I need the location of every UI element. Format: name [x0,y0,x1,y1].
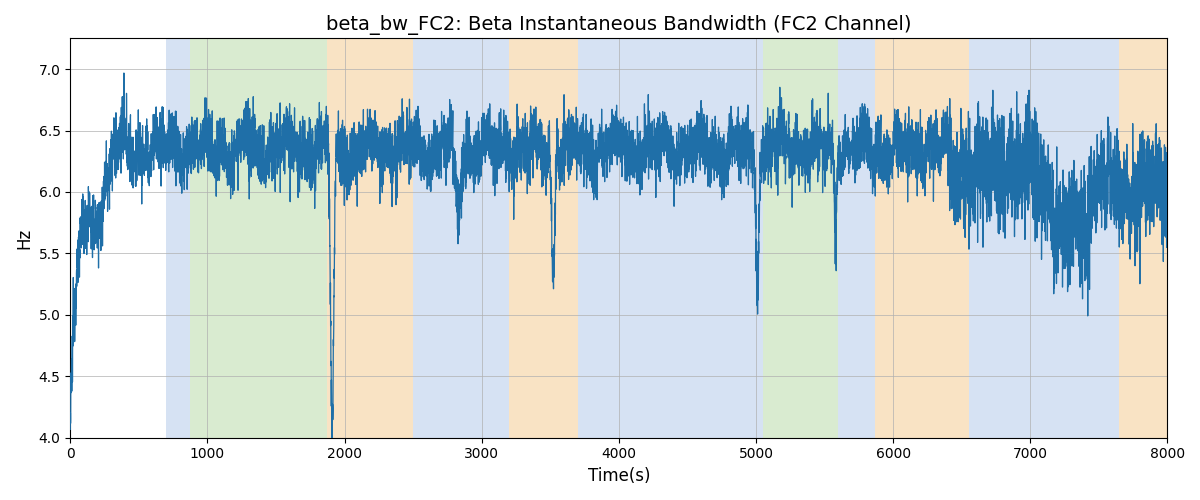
Title: beta_bw_FC2: Beta Instantaneous Bandwidth (FC2 Channel): beta_bw_FC2: Beta Instantaneous Bandwidt… [326,15,912,35]
Y-axis label: Hz: Hz [16,228,34,248]
Bar [413,38,509,438]
Bar [1051,38,1120,438]
Bar [743,38,763,438]
Bar [326,38,413,438]
Bar [839,38,875,438]
Bar [763,38,839,438]
Bar [509,38,577,438]
Bar [167,38,190,438]
Bar [875,38,968,438]
Bar [1120,38,1168,438]
X-axis label: Time(s): Time(s) [588,467,650,485]
Bar [577,38,743,438]
Bar [968,38,1051,438]
Bar [190,38,326,438]
